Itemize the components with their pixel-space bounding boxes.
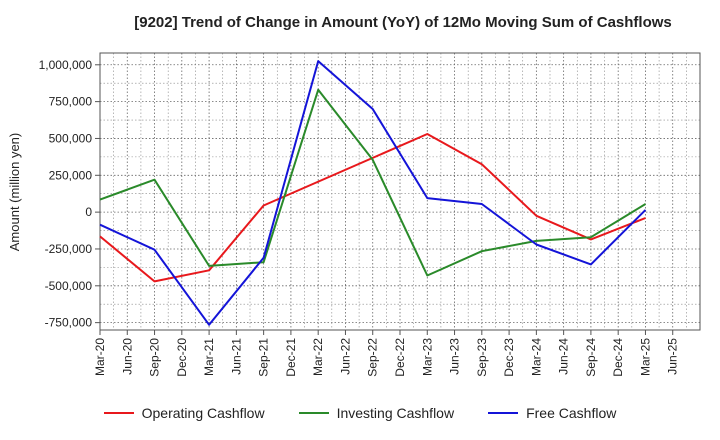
x-tick-label: Jun-24 [557,338,571,375]
legend-item-free-cashflow: Free Cashflow [488,405,616,421]
series-line-investing-cashflow [99,88,647,277]
x-tick-label: Sep-24 [584,338,598,377]
grid [99,53,700,330]
series-line-free-cashflow [99,60,647,326]
chart-title: [9202] Trend of Change in Amount (YoY) o… [134,14,672,31]
x-tick-label: Dec-22 [393,338,407,377]
x-axis-ticks: Mar-20 Jun-20 Sep-20 Dec-20 Mar-21 Jun-21 Sep-… [93,330,680,377]
x-tick-label: Dec-21 [284,338,298,377]
x-tick-label: Dec-24 [611,338,625,377]
x-tick-label: Mar-21 [202,338,216,376]
x-tick-label: Jun-20 [120,338,134,375]
y-tick-label: 750,000 [49,95,93,109]
series-lines [99,60,647,326]
y-tick-label: -750,000 [45,316,93,330]
x-tick-label: Sep-23 [475,338,489,377]
legend-swatch [488,412,519,414]
y-axis-ticks: 1,000,000 750,000 500,000 250,000 0 -250,000 -… [39,58,100,330]
legend-label: Free Cashflow [526,405,617,421]
x-tick-label: Jun-22 [338,338,352,375]
legend-item-operating-cashflow: Operating Cashflow [103,405,265,421]
x-tick-label: Mar-20 [93,338,107,376]
y-tick-label: 250,000 [49,168,93,182]
x-tick-label: Mar-25 [638,338,652,376]
series-line-operating-cashflow [99,133,646,283]
y-axis-title: Amount (million yen) [7,133,22,252]
y-tick-label: 0 [85,205,92,219]
x-tick-label: Mar-24 [529,338,543,376]
y-tick-label: -500,000 [45,279,93,293]
x-tick-label: Sep-20 [148,338,162,377]
x-tick-label: Jun-25 [666,338,680,375]
x-tick-label: Mar-22 [311,338,325,376]
y-tick-label: 1,000,000 [39,58,93,72]
x-tick-label: Jun-23 [448,338,462,375]
y-tick-label: -250,000 [45,242,93,256]
legend-item-investing-cashflow: Investing Cashflow [298,405,455,421]
x-tick-label: Sep-21 [257,338,271,377]
y-tick-label: 500,000 [49,131,93,145]
x-tick-label: Jun-21 [229,338,243,375]
x-tick-label: Sep-22 [366,338,380,377]
x-tick-label: Dec-23 [502,338,516,377]
legend-swatch [103,412,134,414]
x-tick-label: Mar-23 [420,338,434,376]
legend-label: Operating Cashflow [141,405,265,421]
legend: Operating Cashflow Investing Cashflow Free… [0,405,720,421]
legend-swatch [298,412,329,414]
x-tick-label: Dec-20 [175,338,189,377]
legend-label: Investing Cashflow [336,405,455,421]
